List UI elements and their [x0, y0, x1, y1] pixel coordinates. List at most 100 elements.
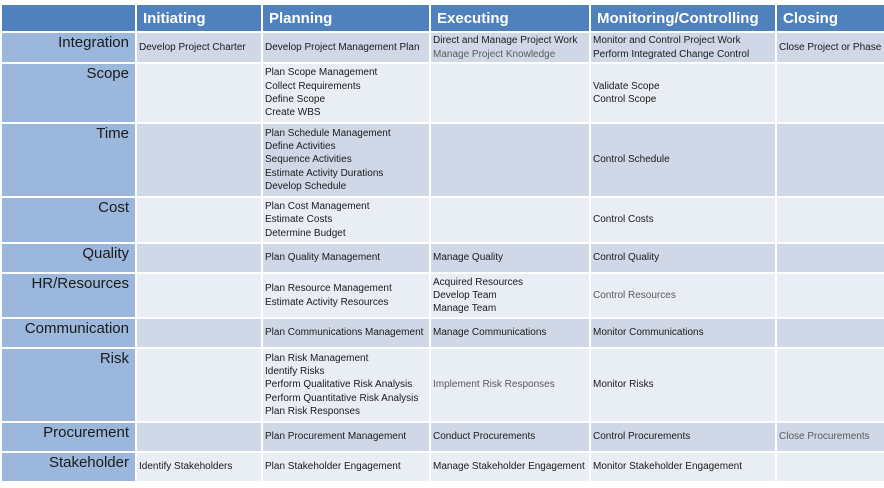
process-name: Validate Scope [593, 80, 660, 92]
header-row: Initiating Planning Executing Monitoring… [2, 5, 884, 31]
matrix-row-communication: Communication Plan Communications Managem… [2, 319, 884, 347]
knowledge-area-label: Stakeholder [2, 453, 135, 481]
cell-planning: Plan Cost Management Estimate Costs Determ… [263, 198, 429, 242]
cell-executing [431, 64, 589, 122]
process-name: Direct and Manage Project Work [433, 35, 578, 47]
process-name: Manage Stakeholder Engagement [433, 461, 585, 473]
header-planning: Planning [263, 5, 429, 31]
cell-executing: Manage Stakeholder Engagement [431, 453, 589, 481]
process-name: Estimate Costs [265, 214, 333, 226]
process-name: Monitor Risks [593, 379, 654, 391]
cell-planning: Plan Schedule Management Define Activitie… [263, 124, 429, 196]
process-name: Plan Resource Management [265, 283, 392, 295]
cell-monitoring-controlling: Control Quality [591, 244, 775, 272]
cell-planning: Plan Procurement Management [263, 423, 429, 451]
cell-initiating [137, 64, 261, 122]
header-monitoring-controlling: Monitoring/Controlling [591, 5, 775, 31]
cell-closing [777, 244, 884, 272]
cell-monitoring-controlling: Control Procurements [591, 423, 775, 451]
process-name: Plan Schedule Management [265, 127, 391, 139]
cell-executing: Direct and Manage Project Work Manage Pro… [431, 33, 589, 62]
matrix-row-stakeholder: Stakeholder Identify Stakeholders Plan Sta… [2, 453, 884, 481]
cell-planning: Develop Project Management Plan [263, 33, 429, 62]
cell-closing [777, 453, 884, 481]
process-name: Close Procurements [779, 431, 870, 443]
process-name: Plan Stakeholder Engagement [265, 461, 401, 473]
cell-initiating [137, 244, 261, 272]
process-name: Plan Scope Management [265, 67, 378, 79]
process-name: Identify Risks [265, 366, 325, 378]
process-name: Perform Integrated Change Control [593, 48, 750, 60]
process-name: Define Scope [265, 94, 326, 105]
matrix-body: Integration Develop Project Charter Develo… [2, 33, 884, 481]
cell-planning: Plan Quality Management [263, 244, 429, 272]
knowledge-area-label: Scope [2, 64, 135, 122]
cell-monitoring-controlling: Monitor Risks [591, 349, 775, 421]
process-name: Sequence Activities [265, 154, 352, 166]
cell-initiating [137, 124, 261, 196]
process-name: Manage Communications [433, 327, 547, 339]
process-matrix-table: Initiating Planning Executing Monitoring… [0, 3, 884, 483]
cell-closing [777, 64, 884, 122]
process-name: Manage Quality [433, 252, 504, 264]
cell-monitoring-controlling: Monitor Communications [591, 319, 775, 347]
header-initiating: Initiating [137, 5, 261, 31]
process-name: Plan Risk Responses [265, 405, 361, 417]
cell-closing [777, 198, 884, 242]
cell-planning: Plan Communications Management [263, 319, 429, 347]
process-name: Perform Quantitative Risk Analysis [265, 392, 419, 404]
header-closing: Closing [777, 5, 884, 31]
process-name: Plan Procurement Management [265, 431, 407, 443]
process-name: Acquired Resources [433, 276, 524, 288]
cell-initiating: Identify Stakeholders [137, 453, 261, 481]
cell-closing [777, 349, 884, 421]
process-name: Identify Stakeholders [139, 461, 233, 473]
process-name: Manage Project Knowledge [433, 48, 556, 60]
matrix-row-procurement: Procurement Plan Procurement Management Co… [2, 423, 884, 451]
cell-monitoring-controlling: Control Resources [591, 274, 775, 317]
knowledge-area-label: Quality [2, 244, 135, 272]
process-name: Control Resources [593, 289, 676, 301]
cell-closing: Close Procurements [777, 423, 884, 451]
cell-monitoring-controlling: Control Costs [591, 198, 775, 242]
process-name: Develop Project Charter [139, 41, 246, 53]
process-name: Control Costs [593, 214, 654, 226]
cell-executing: Manage Quality [431, 244, 589, 272]
cell-executing [431, 124, 589, 196]
cell-initiating [137, 319, 261, 347]
cell-planning: Plan Scope Management Collect Requirement… [263, 64, 429, 122]
process-name: Control Schedule [593, 154, 670, 166]
matrix-row-hr-resources: HR/Resources Plan Resource Management Esti… [2, 274, 884, 317]
cell-executing: Acquired Resources Develop Team Manage Tea… [431, 274, 589, 317]
cell-monitoring-controlling: Validate Scope Control Scope [591, 64, 775, 122]
process-name: Define Activities [265, 141, 336, 153]
cell-planning: Plan Resource Management Estimate Activit… [263, 274, 429, 317]
knowledge-area-label: Cost [2, 198, 135, 242]
header-corner [2, 5, 135, 31]
cell-closing [777, 274, 884, 317]
process-name: Perform Qualitative Risk Analysis [265, 379, 413, 391]
process-name: Monitor Communications [593, 327, 704, 339]
process-name: Plan Quality Management [265, 252, 381, 264]
cell-planning: Plan Stakeholder Engagement [263, 453, 429, 481]
cell-executing: Implement Risk Responses [431, 349, 589, 421]
knowledge-area-label: Procurement [2, 423, 135, 451]
process-name: Manage Team [433, 303, 497, 315]
matrix-row-risk: Risk Plan Risk Management Identify Risks Pe… [2, 349, 884, 421]
process-name: Monitor and Control Project Work [593, 35, 741, 47]
process-name: Implement Risk Responses [433, 379, 555, 391]
header-executing: Executing [431, 5, 589, 31]
cell-initiating: Develop Project Charter [137, 33, 261, 62]
process-name: Develop Team [433, 289, 497, 301]
process-name: Estimate Activity Durations [265, 167, 384, 179]
process-name: Control Scope [593, 94, 657, 105]
process-name: Develop Project Management Plan [265, 41, 420, 53]
process-name: Plan Communications Management [265, 327, 424, 339]
process-name: Plan Risk Management [265, 352, 369, 364]
knowledge-area-label: Communication [2, 319, 135, 347]
process-name: Determine Budget [265, 227, 346, 239]
matrix-row-cost: Cost Plan Cost Management Estimate Costs De… [2, 198, 884, 242]
process-name: Control Procurements [593, 431, 691, 443]
cell-initiating [137, 423, 261, 451]
process-name: Create WBS [265, 107, 321, 119]
